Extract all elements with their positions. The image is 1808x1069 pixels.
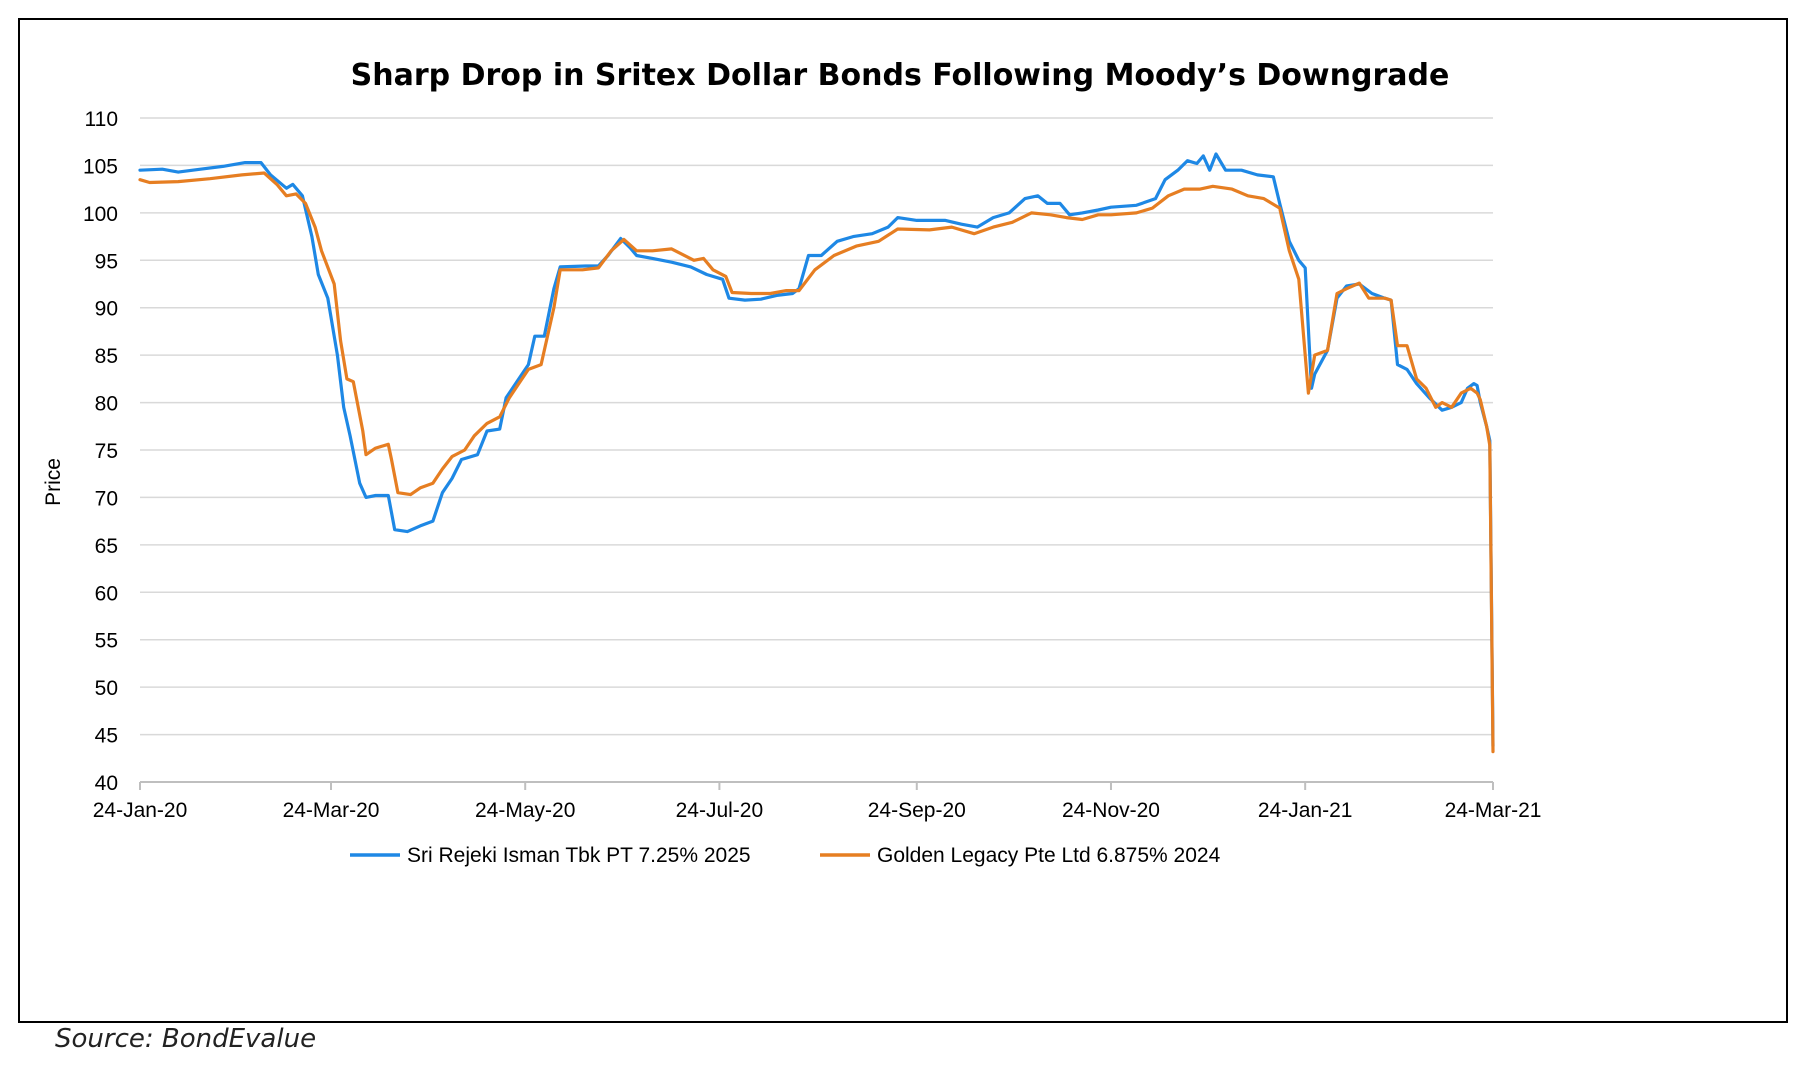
x-tick-label: 24-May-20: [475, 799, 575, 822]
y-tick-label: 95: [95, 250, 118, 273]
source-note: Source: BondEvalue: [55, 1024, 317, 1054]
series-line-2: [138, 171, 1495, 754]
y-tick-label: 40: [95, 772, 118, 795]
y-tick-label: 110: [85, 108, 118, 131]
y-tick-label: 45: [95, 725, 118, 748]
x-tick-label: 24-Jan-20: [93, 799, 188, 822]
line-chart: Sharp Drop in Sritex Dollar Bonds Follow…: [42, 58, 1542, 867]
y-tick-label: 85: [95, 345, 118, 368]
y-tick-label: 55: [95, 630, 118, 653]
x-tick-label: 24-Jan-21: [1258, 799, 1353, 822]
legend-label-2: Golden Legacy Pte Ltd 6.875% 2024: [877, 844, 1221, 867]
chart-title: Sharp Drop in Sritex Dollar Bonds Follow…: [351, 58, 1450, 93]
series-lines: [138, 152, 1495, 754]
grid-lines: [140, 117, 1493, 783]
x-axis-ticks: 24-Jan-20 24-Mar-20 24-May-20 24-Jul-20 24-S…: [93, 782, 1542, 822]
y-tick-label: 60: [95, 582, 118, 605]
y-tick-label: 70: [95, 487, 118, 510]
y-tick-label: 75: [95, 440, 118, 463]
y-tick-label: 65: [95, 535, 118, 558]
chart-frame: Sharp Drop in Sritex Dollar Bonds Follow…: [18, 18, 1788, 1023]
x-tick-label: 24-Jul-20: [676, 799, 764, 822]
legend-label-1: Sri Rejeki Isman Tbk PT 7.25% 2025: [407, 844, 751, 867]
legend: Sri Rejeki Isman Tbk PT 7.25% 2025 Golden…: [350, 844, 1221, 867]
y-tick-label: 100: [83, 203, 118, 226]
y-axis-label: Price: [42, 458, 65, 506]
y-tick-label: 50: [95, 677, 118, 700]
x-tick-label: 24-Sep-20: [868, 799, 966, 822]
y-tick-label: 105: [83, 155, 118, 178]
y-tick-label: 80: [95, 393, 118, 416]
y-axis-ticks: 40 45 50 55 60 65 70 75 80 85 90 95 100 105 110: [83, 108, 118, 795]
y-tick-label: 90: [95, 298, 118, 321]
x-tick-label: 24-Nov-20: [1062, 799, 1160, 822]
x-tick-label: 24-Mar-20: [283, 799, 380, 822]
x-tick-label: 24-Mar-21: [1445, 799, 1542, 822]
